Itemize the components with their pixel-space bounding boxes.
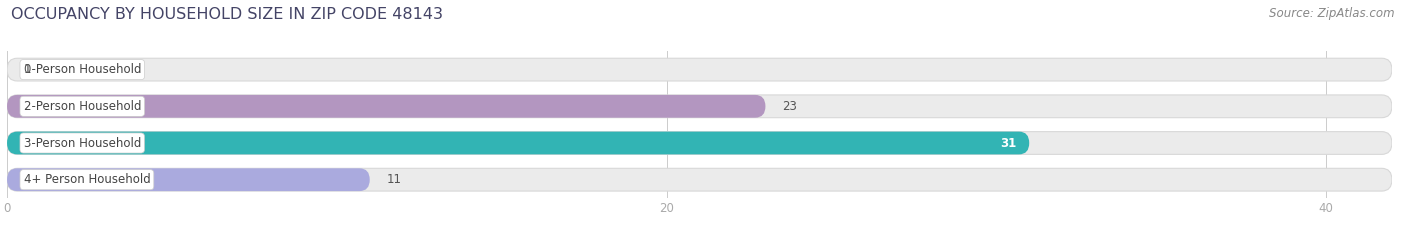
Text: 4+ Person Household: 4+ Person Household — [24, 173, 150, 186]
Text: Source: ZipAtlas.com: Source: ZipAtlas.com — [1270, 7, 1395, 20]
Text: 31: 31 — [1000, 137, 1017, 150]
Text: 2-Person Household: 2-Person Household — [24, 100, 141, 113]
Text: 11: 11 — [387, 173, 401, 186]
Text: 23: 23 — [782, 100, 797, 113]
FancyBboxPatch shape — [7, 58, 1392, 81]
Text: 1-Person Household: 1-Person Household — [24, 63, 141, 76]
Text: OCCUPANCY BY HOUSEHOLD SIZE IN ZIP CODE 48143: OCCUPANCY BY HOUSEHOLD SIZE IN ZIP CODE … — [11, 7, 443, 22]
FancyBboxPatch shape — [7, 95, 1392, 118]
FancyBboxPatch shape — [7, 168, 370, 191]
FancyBboxPatch shape — [7, 132, 1029, 154]
FancyBboxPatch shape — [7, 168, 1392, 191]
FancyBboxPatch shape — [7, 95, 765, 118]
Text: 0: 0 — [24, 63, 31, 76]
Text: 3-Person Household: 3-Person Household — [24, 137, 141, 150]
FancyBboxPatch shape — [7, 132, 1392, 154]
